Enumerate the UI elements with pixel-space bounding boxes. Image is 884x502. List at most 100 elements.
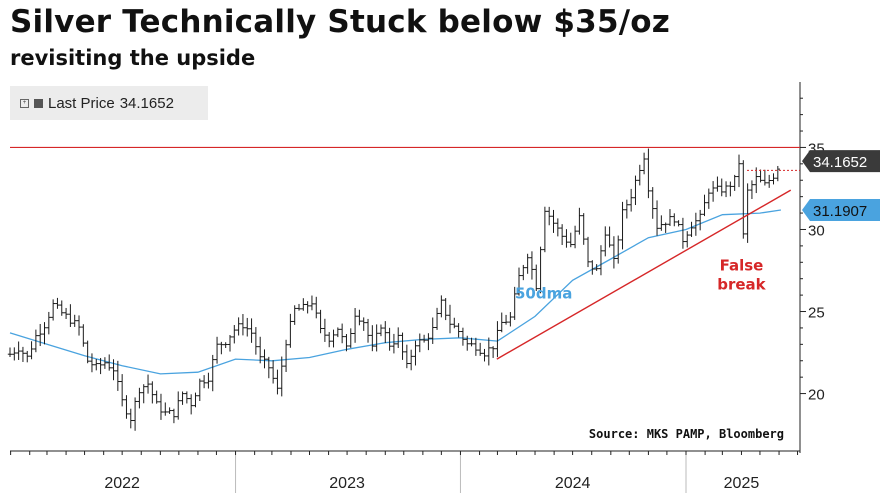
price-bar (538, 246, 543, 294)
price-bar (672, 213, 677, 227)
x-tick-label: 2023 (329, 475, 365, 492)
legend-value: 34.1652 (119, 94, 174, 112)
price-bar (396, 327, 401, 348)
price-bar (473, 337, 479, 356)
price-bar (94, 359, 99, 371)
price-bar (585, 236, 591, 268)
price-bar (715, 176, 720, 192)
price-bar (115, 360, 121, 391)
price-bar (534, 264, 539, 292)
price-bar (141, 384, 146, 404)
price-bar (404, 344, 410, 369)
price-bar (305, 301, 310, 314)
price-bar (150, 381, 155, 404)
price-bar (685, 231, 690, 248)
price-bar (214, 336, 220, 364)
price-bar (37, 323, 43, 347)
false-break-label: False break (717, 257, 766, 294)
price-bar (245, 317, 250, 337)
price-bar (378, 324, 384, 337)
price-bar (503, 314, 509, 325)
price-bar (81, 324, 86, 347)
price-bar (693, 212, 699, 236)
price-bar (408, 349, 414, 371)
price-bar (736, 154, 742, 188)
price-bar (391, 333, 397, 354)
price-bar (301, 298, 306, 311)
price-bar (227, 335, 233, 352)
price-bar (732, 174, 737, 191)
price-bar (344, 334, 349, 352)
price-bar (180, 391, 185, 405)
price-bar (577, 207, 582, 235)
price-bar (616, 235, 621, 264)
price-bar (16, 341, 21, 360)
price-tag-shape (802, 150, 880, 173)
price-bar (33, 329, 39, 353)
price-bar (723, 181, 729, 198)
price-bar (197, 378, 202, 402)
ma-label: 50dma (515, 284, 572, 302)
price-bar (572, 225, 578, 249)
price-bar (370, 325, 375, 352)
price-bar (223, 342, 228, 348)
price-bar (348, 328, 353, 348)
x-tick-label: 2025 (724, 475, 760, 492)
y-tick-label: 25 (808, 305, 825, 322)
price-bar (193, 392, 198, 408)
price-tag-text: 34.1652 (813, 154, 867, 171)
legend-label: Last Price (48, 94, 115, 112)
price-bar (754, 167, 759, 194)
price-bar (706, 188, 711, 209)
price-bar (232, 325, 237, 344)
price-bar (296, 303, 302, 311)
price-bar (25, 350, 30, 363)
price-bar (257, 336, 263, 364)
price-bar (598, 245, 604, 276)
x-tick-label: 2024 (555, 475, 591, 492)
price-bar (119, 374, 125, 407)
price-bar (508, 312, 513, 327)
price-bar (201, 375, 207, 389)
price-bar (55, 297, 60, 309)
price-bar (745, 183, 750, 243)
price-bar (59, 300, 64, 316)
ma-50-line (9, 209, 781, 375)
price-tag-text: 31.1907 (813, 203, 867, 220)
price-bar (641, 152, 647, 175)
price-bar (72, 314, 77, 327)
price-bar (331, 329, 336, 348)
legend-swatch-icon (34, 98, 43, 108)
chart-subtitle: revisiting the upside (10, 46, 256, 70)
price-bar (689, 221, 694, 237)
price-bar (145, 374, 151, 394)
price-bar (465, 335, 470, 351)
price-bar (521, 264, 526, 281)
price-bar (12, 347, 17, 361)
price-bar (680, 217, 686, 249)
price-bar (568, 232, 573, 248)
price-bar (292, 305, 297, 325)
price-bar (68, 304, 73, 327)
price-bar (477, 342, 483, 356)
price-bar (766, 174, 772, 188)
price-bar (607, 226, 612, 248)
price-bar (270, 360, 276, 384)
x-tick-label: 2022 (104, 475, 140, 492)
price-bar (697, 209, 703, 231)
price-bar (439, 295, 444, 318)
price-bar (176, 391, 181, 420)
legend-toggle-icon[interactable]: + (20, 98, 29, 108)
price-bar (421, 334, 427, 343)
price-bar (611, 236, 617, 269)
price-bar (702, 194, 707, 217)
price-bar (482, 348, 487, 362)
price-bar (365, 318, 371, 343)
ma-value-tag: 31.1907 (802, 198, 880, 221)
price-bar (318, 309, 323, 334)
price-bar (486, 337, 492, 366)
price-bar (555, 218, 561, 237)
price-bar (85, 340, 90, 364)
price-bar (137, 387, 142, 409)
price-bar (171, 408, 177, 424)
